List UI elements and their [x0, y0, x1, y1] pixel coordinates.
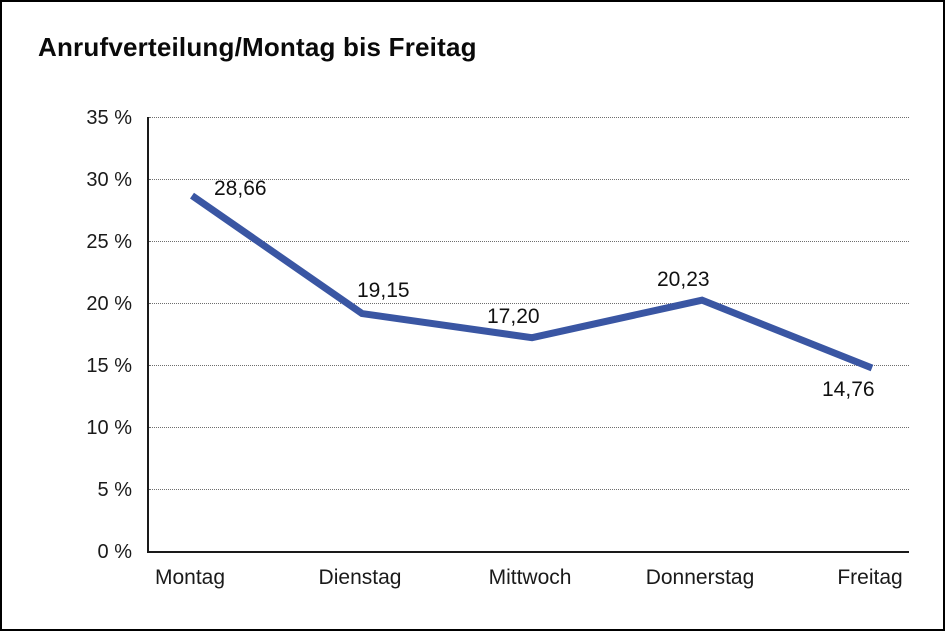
point-label-montag: 28,66 — [214, 176, 267, 200]
ytick-label-5: 5 % — [97, 479, 132, 501]
gridline-20 — [149, 303, 909, 304]
ytick-label-35: 35 % — [86, 107, 132, 129]
xtick-label-dienstag: Dienstag — [318, 566, 402, 589]
xtick-label-mittwoch: Mittwoch — [488, 566, 572, 589]
gridline-25 — [149, 241, 909, 242]
data-line — [190, 192, 874, 372]
chart-title: Anrufverteilung/Montag bis Freitag — [38, 32, 477, 62]
gridline-10 — [149, 427, 909, 428]
gridline-30 — [149, 179, 909, 180]
point-label-donnerstag: 20,23 — [657, 268, 710, 292]
xtick-label-montag: Montag — [154, 566, 226, 589]
point-label-freitag: 14,76 — [822, 377, 875, 401]
ytick-label-0: 0 % — [97, 541, 132, 563]
ytick-label-20: 20 % — [86, 293, 132, 315]
ytick-label-15: 15 % — [86, 355, 132, 377]
gridline-35 — [149, 117, 909, 118]
line-series — [190, 192, 874, 372]
gridline-15 — [149, 365, 909, 366]
xtick-label-donnerstag: Donnerstag — [645, 566, 755, 589]
xtick-label-freitag: Freitag — [837, 566, 903, 589]
ytick-label-10: 10 % — [86, 417, 132, 439]
ytick-label-30: 30 % — [86, 169, 132, 191]
point-label-dienstag: 19,15 — [357, 278, 410, 302]
point-label-mittwoch: 17,20 — [487, 304, 540, 328]
ytick-label-25: 25 % — [86, 231, 132, 253]
plot-area: 28,66 19,15 17,20 20,23 14,76 — [147, 117, 909, 553]
gridline-5 — [149, 489, 909, 490]
